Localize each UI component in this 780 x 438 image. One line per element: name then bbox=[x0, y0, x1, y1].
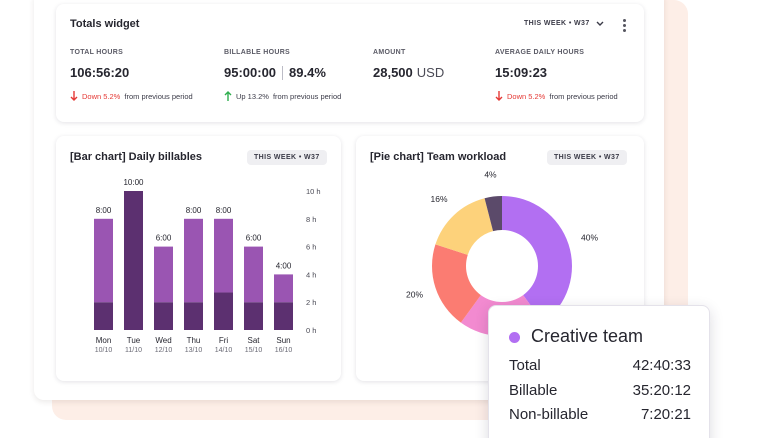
bar-segment bbox=[94, 302, 113, 330]
x-tick-date: 14/10 bbox=[215, 347, 233, 354]
bar-segment bbox=[274, 274, 293, 303]
x-tick-label: Wed bbox=[155, 336, 171, 345]
pie-slice bbox=[432, 244, 481, 323]
chevron-down-icon bbox=[596, 21, 604, 26]
bar-segment bbox=[214, 292, 233, 330]
bar-segment bbox=[214, 218, 233, 293]
slice-label: 16% bbox=[431, 194, 448, 204]
pie-chart-title: [Pie chart] Team workload bbox=[370, 151, 507, 163]
pie-slice bbox=[484, 196, 502, 232]
metric-value: 28,500 USD bbox=[373, 65, 445, 80]
bar-segment bbox=[94, 218, 113, 303]
pie-slice bbox=[502, 196, 572, 323]
tooltip-row: Non-billable 7:20:21 bbox=[509, 406, 691, 423]
bar-value-label: 4:00 bbox=[276, 261, 292, 270]
metric-change: Up 13.2% from previous period bbox=[224, 91, 341, 101]
x-tick-label: Sun bbox=[276, 336, 290, 345]
bar-segment bbox=[274, 302, 293, 330]
legend-dot bbox=[509, 332, 520, 343]
tooltip-row: Billable 35:20:12 bbox=[509, 382, 691, 399]
metric-label: AMOUNT bbox=[373, 49, 406, 56]
tooltip-row: Total 42:40:33 bbox=[509, 357, 691, 374]
y-tick-label: 0 h bbox=[306, 326, 316, 335]
period-badge[interactable]: THIS WEEK • W37 bbox=[547, 150, 627, 165]
tooltip-title: Creative team bbox=[531, 326, 644, 346]
x-tick-date: 12/10 bbox=[155, 347, 173, 354]
totals-widget-title: Totals widget bbox=[70, 18, 140, 30]
period-dropdown[interactable]: THIS WEEK • W37 bbox=[524, 20, 604, 27]
bar-value-label: 6:00 bbox=[246, 234, 262, 243]
more-options-icon[interactable] bbox=[623, 19, 627, 34]
bar-segment bbox=[124, 191, 143, 330]
y-tick-label: 10 h bbox=[306, 187, 321, 196]
x-tick-date: 16/10 bbox=[275, 347, 293, 354]
metric-value: 15:09:23 bbox=[495, 65, 548, 80]
bar-value-label: 6:00 bbox=[156, 234, 172, 243]
slice-label: 20% bbox=[406, 289, 423, 299]
bar-segment bbox=[184, 302, 203, 330]
arrow-up-icon bbox=[224, 91, 232, 101]
slice-label: 40% bbox=[581, 233, 598, 243]
bar-segment bbox=[184, 218, 203, 303]
metric-value: 95:00:00 89.4% bbox=[224, 65, 326, 80]
donut-chart: 40%20%20%16%4% bbox=[406, 170, 598, 363]
metric-value: 106:56:20 bbox=[70, 65, 130, 80]
y-tick-label: 8 h bbox=[306, 215, 316, 224]
x-tick-date: 15/10 bbox=[245, 347, 263, 354]
y-tick-label: 2 h bbox=[306, 298, 316, 307]
x-tick-label: Fri bbox=[219, 336, 229, 345]
x-tick-label: Tue bbox=[127, 336, 141, 345]
chart-tooltip: Creative team Total 42:40:33 Billable 35:2… bbox=[488, 305, 710, 438]
bar-chart-title: [Bar chart] Daily billables bbox=[70, 151, 203, 163]
bar-segment bbox=[244, 302, 263, 330]
period-label: THIS WEEK • W37 bbox=[524, 20, 590, 27]
bar-segment bbox=[244, 246, 263, 303]
x-tick-label: Sat bbox=[247, 336, 260, 345]
bar-value-label: 8:00 bbox=[216, 206, 232, 215]
x-tick-date: 10/10 bbox=[95, 347, 113, 354]
metric-change: Down 5.2% from previous period bbox=[495, 91, 618, 101]
bar-value-label: 10:00 bbox=[123, 178, 144, 187]
x-tick-label: Thu bbox=[187, 336, 201, 345]
bar-chart-card: [Bar chart] Daily billables THIS WEEK • … bbox=[56, 136, 341, 381]
y-tick-label: 6 h bbox=[306, 243, 316, 252]
slice-label: 4% bbox=[484, 170, 497, 180]
bar-segment bbox=[154, 302, 173, 330]
pie-slice bbox=[435, 198, 494, 255]
metric-change: Down 5.2% from previous period bbox=[70, 91, 193, 101]
arrow-down-icon bbox=[70, 91, 78, 101]
period-badge[interactable]: THIS WEEK • W37 bbox=[247, 150, 327, 165]
metric-label: BILLABLE HOURS bbox=[224, 49, 291, 56]
bar-value-label: 8:00 bbox=[186, 206, 202, 215]
bar-segment bbox=[154, 246, 173, 303]
bar-value-label: 8:00 bbox=[96, 206, 112, 215]
metric-label: AVERAGE DAILY HOURS bbox=[495, 49, 585, 56]
totals-widget: Totals widget THIS WEEK • W37 TOTAL HOUR… bbox=[56, 4, 644, 122]
bar-chart: 8:00 Mon 10/10 10:00 Tue 11/10 6:00 Wed 12/10 8:0… bbox=[94, 178, 321, 354]
arrow-down-icon bbox=[495, 91, 503, 101]
x-tick-date: 13/10 bbox=[185, 347, 203, 354]
y-tick-label: 4 h bbox=[306, 270, 316, 279]
x-tick-label: Mon bbox=[96, 336, 112, 345]
metric-label: TOTAL HOURS bbox=[70, 49, 124, 56]
x-tick-date: 11/10 bbox=[125, 347, 142, 354]
